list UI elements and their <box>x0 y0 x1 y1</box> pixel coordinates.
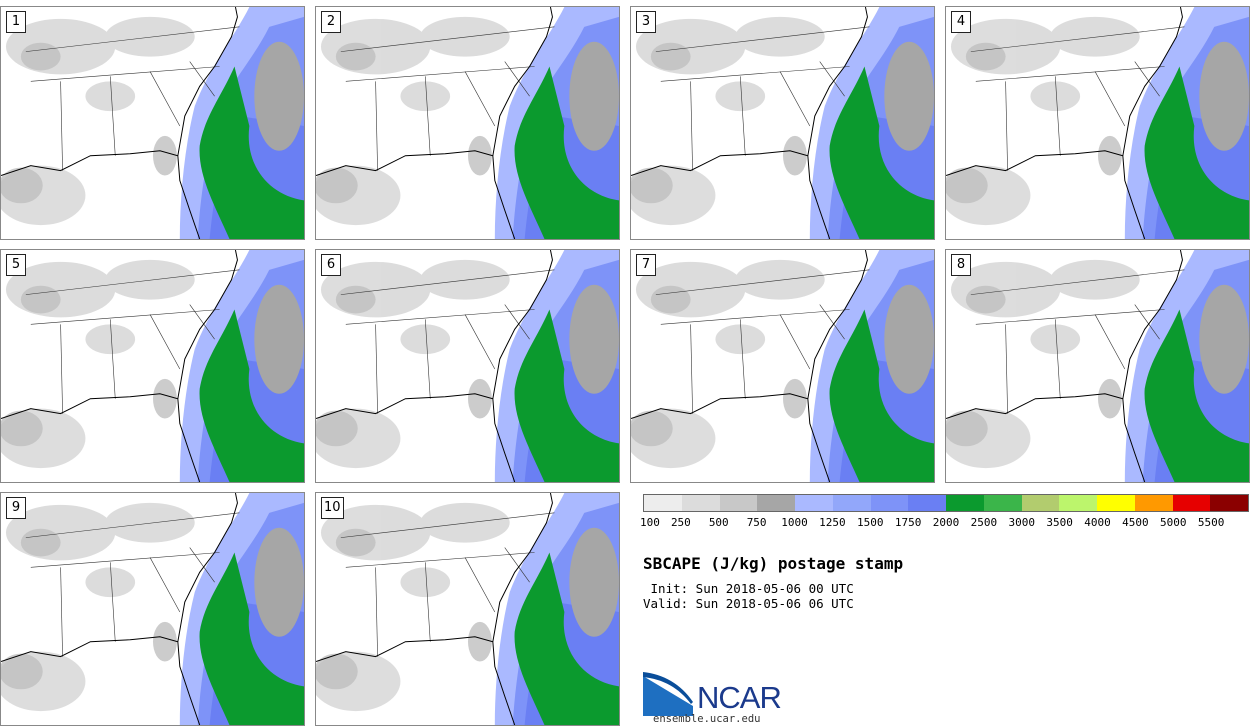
colorbar-label: 4500 <box>1122 516 1149 529</box>
colorbar-swatch <box>983 495 1022 511</box>
colorbar-label: 2500 <box>970 516 998 529</box>
colorbar-swatch <box>946 495 984 511</box>
member-number: 9 <box>6 497 26 519</box>
colorbar-swatch <box>1059 495 1097 511</box>
member-number: 4 <box>951 11 971 33</box>
member-number: 3 <box>636 11 656 33</box>
sbcape-map <box>1 7 304 239</box>
colorbar-label: 1500 <box>857 516 884 529</box>
colorbar-swatch <box>1097 495 1135 511</box>
colorbar-label: 750 <box>746 516 767 529</box>
colorbar-label: 5500 <box>1197 516 1225 529</box>
colorbar-swatch <box>1021 495 1060 511</box>
member-panel-8: 8 <box>945 249 1250 483</box>
member-panel-1: 1 <box>0 6 305 240</box>
valid-time: Valid: Sun 2018-05-06 06 UTC <box>643 596 854 611</box>
colorbar-swatch <box>908 495 946 511</box>
colorbar-label: 500 <box>708 516 729 529</box>
sbcape-map <box>631 7 934 239</box>
colorbar-swatch <box>795 495 833 511</box>
member-panel-9: 9 <box>0 492 305 726</box>
colorbar-label: 1000 <box>781 516 808 529</box>
colorbar-label: 5000 <box>1160 516 1187 529</box>
sbcape-map <box>946 250 1249 482</box>
colorbar-swatch <box>719 495 758 511</box>
member-number: 10 <box>321 497 344 519</box>
colorbar-label: 1250 <box>819 516 846 529</box>
colorbar-swatch <box>681 495 720 511</box>
colorbar-swatch <box>1210 495 1248 511</box>
sbcape-map <box>1 493 304 725</box>
colorbar-label: 100 <box>640 516 660 529</box>
sbcape-map <box>316 493 619 725</box>
colorbar-label: 2000 <box>932 516 960 529</box>
colorbar-swatch <box>870 495 909 511</box>
member-panel-3: 3 <box>630 6 935 240</box>
colorbar-label: 250 <box>670 516 691 529</box>
colorbar-label: 1750 <box>894 516 922 529</box>
colorbar-swatch <box>1134 495 1173 511</box>
sbcape-map <box>316 250 619 482</box>
sbcape-map <box>631 250 934 482</box>
member-panel-2: 2 <box>315 6 620 240</box>
member-number: 8 <box>951 254 971 276</box>
colorbar-labels: 100 250 500 750 1000 1250 1500 1750 2000 2500 3000… <box>640 516 1249 530</box>
logo-url: ensemble.ucar.edu <box>653 713 761 725</box>
sbcape-map <box>316 7 619 239</box>
colorbar-swatch <box>757 495 795 511</box>
colorbar <box>643 494 1249 512</box>
member-number: 1 <box>6 11 26 33</box>
sbcape-map <box>1 250 304 482</box>
member-panel-7: 7 <box>630 249 935 483</box>
colorbar-label: 4000 <box>1084 516 1111 529</box>
member-number: 2 <box>321 11 341 33</box>
chart-title: SBCAPE (J/kg) postage stamp <box>643 554 904 573</box>
sbcape-map <box>946 7 1249 239</box>
colorbar-swatch <box>1172 495 1211 511</box>
colorbar-swatch <box>644 495 682 511</box>
colorbar-label: 3000 <box>1008 516 1036 529</box>
ncar-logo-icon <box>643 672 693 716</box>
member-number: 5 <box>6 254 26 276</box>
member-panel-4: 4 <box>945 6 1250 240</box>
logo-text: NCAR <box>697 680 782 715</box>
member-panel-10: 10 <box>315 492 620 726</box>
member-number: 7 <box>636 254 656 276</box>
colorbar-swatch <box>832 495 871 511</box>
colorbar-label: 3500 <box>1046 516 1073 529</box>
member-panel-6: 6 <box>315 249 620 483</box>
init-time: Init: Sun 2018-05-06 00 UTC <box>643 581 854 596</box>
member-number: 6 <box>321 254 341 276</box>
member-panel-5: 5 <box>0 249 305 483</box>
